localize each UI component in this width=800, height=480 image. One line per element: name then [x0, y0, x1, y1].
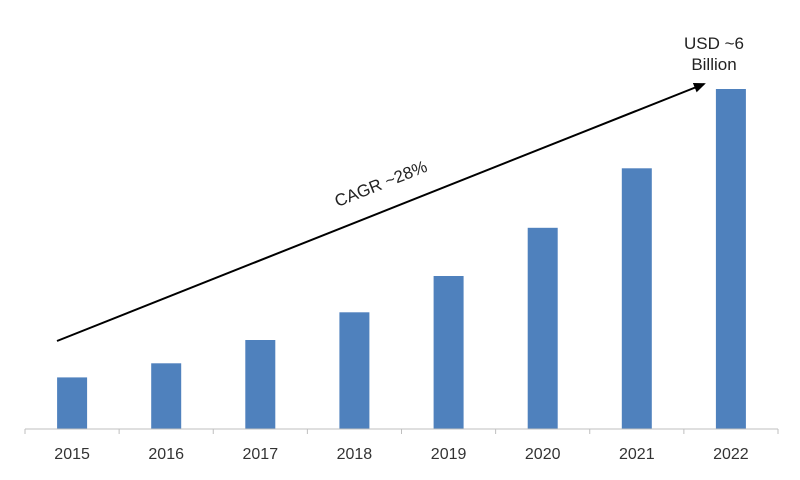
bar-2018 — [339, 312, 370, 429]
x-tick-label-2018: 2018 — [337, 446, 373, 463]
x-tick-label-2016: 2016 — [148, 446, 184, 463]
x-tick-label-2022: 2022 — [713, 446, 749, 463]
bar-2022 — [715, 89, 746, 429]
cagr-label: CAGR ~28% — [332, 157, 430, 211]
bar-2016 — [151, 363, 182, 429]
cagr-trend-arrow — [56, 83, 706, 342]
x-axis-tick-labels: 2015 2016 2017 2018 2019 2020 2021 2022 — [54, 446, 748, 463]
bar-2020 — [527, 227, 558, 429]
bar-2019 — [433, 276, 464, 429]
bar-2015 — [57, 377, 88, 429]
end-value-label-line2: Billion — [691, 55, 736, 74]
x-tick-label-2019: 2019 — [431, 446, 467, 463]
x-tick-label-2020: 2020 — [525, 446, 561, 463]
x-axis-ticks — [24, 429, 779, 434]
end-value-label-line1: USD ~6 — [684, 34, 744, 53]
bar-2017 — [245, 340, 276, 429]
bar-series — [57, 89, 746, 430]
x-tick-label-2015: 2015 — [54, 446, 90, 463]
x-tick-label-2017: 2017 — [243, 446, 279, 463]
bar-2021 — [621, 168, 652, 430]
x-tick-label-2021: 2021 — [619, 446, 655, 463]
